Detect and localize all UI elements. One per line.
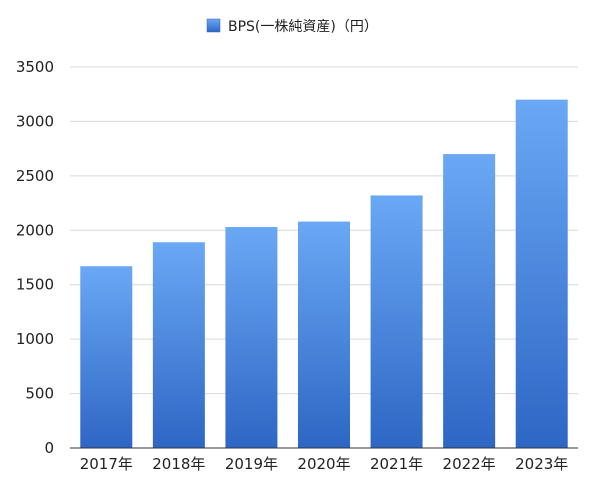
x-tick-label: 2018年 xyxy=(152,455,205,473)
bar-2017年 xyxy=(80,266,133,448)
legend-label: BPS(一株純資産)（円） xyxy=(228,19,378,35)
bar-2019年 xyxy=(225,227,278,448)
bar-2023年 xyxy=(515,99,568,449)
x-tick-label: 2017年 xyxy=(80,455,133,473)
bar-2021年 xyxy=(370,195,423,448)
y-tick-label: 2500 xyxy=(16,167,54,185)
y-tick-label: 500 xyxy=(25,385,54,403)
y-tick-label: 1000 xyxy=(16,330,54,348)
y-axis-ticks: 0 500 1000 1500 2000 2500 3000 3500 xyxy=(16,58,54,457)
y-tick-label: 1500 xyxy=(16,276,54,294)
legend-swatch xyxy=(206,18,221,33)
x-tick-label: 2023年 xyxy=(515,455,568,473)
legend: BPS(一株純資産)（円） xyxy=(206,18,378,35)
bar-2020年 xyxy=(298,221,350,448)
y-tick-label: 3500 xyxy=(16,58,54,76)
x-tick-label: 2022年 xyxy=(443,455,496,473)
y-tick-label: 3000 xyxy=(16,112,54,130)
x-tick-label: 2019年 xyxy=(225,455,278,473)
bar-2022年 xyxy=(443,154,496,449)
bars xyxy=(80,99,568,449)
x-tick-label: 2020年 xyxy=(297,455,350,473)
y-tick-label: 2000 xyxy=(16,221,54,239)
y-tick-label: 0 xyxy=(44,439,54,457)
x-axis-ticks: 2017年 2018年 2019年 2020年 2021年 2022年 2023年 xyxy=(80,455,569,473)
x-tick-label: 2021年 xyxy=(370,455,423,473)
bar-2018年 xyxy=(152,242,205,448)
